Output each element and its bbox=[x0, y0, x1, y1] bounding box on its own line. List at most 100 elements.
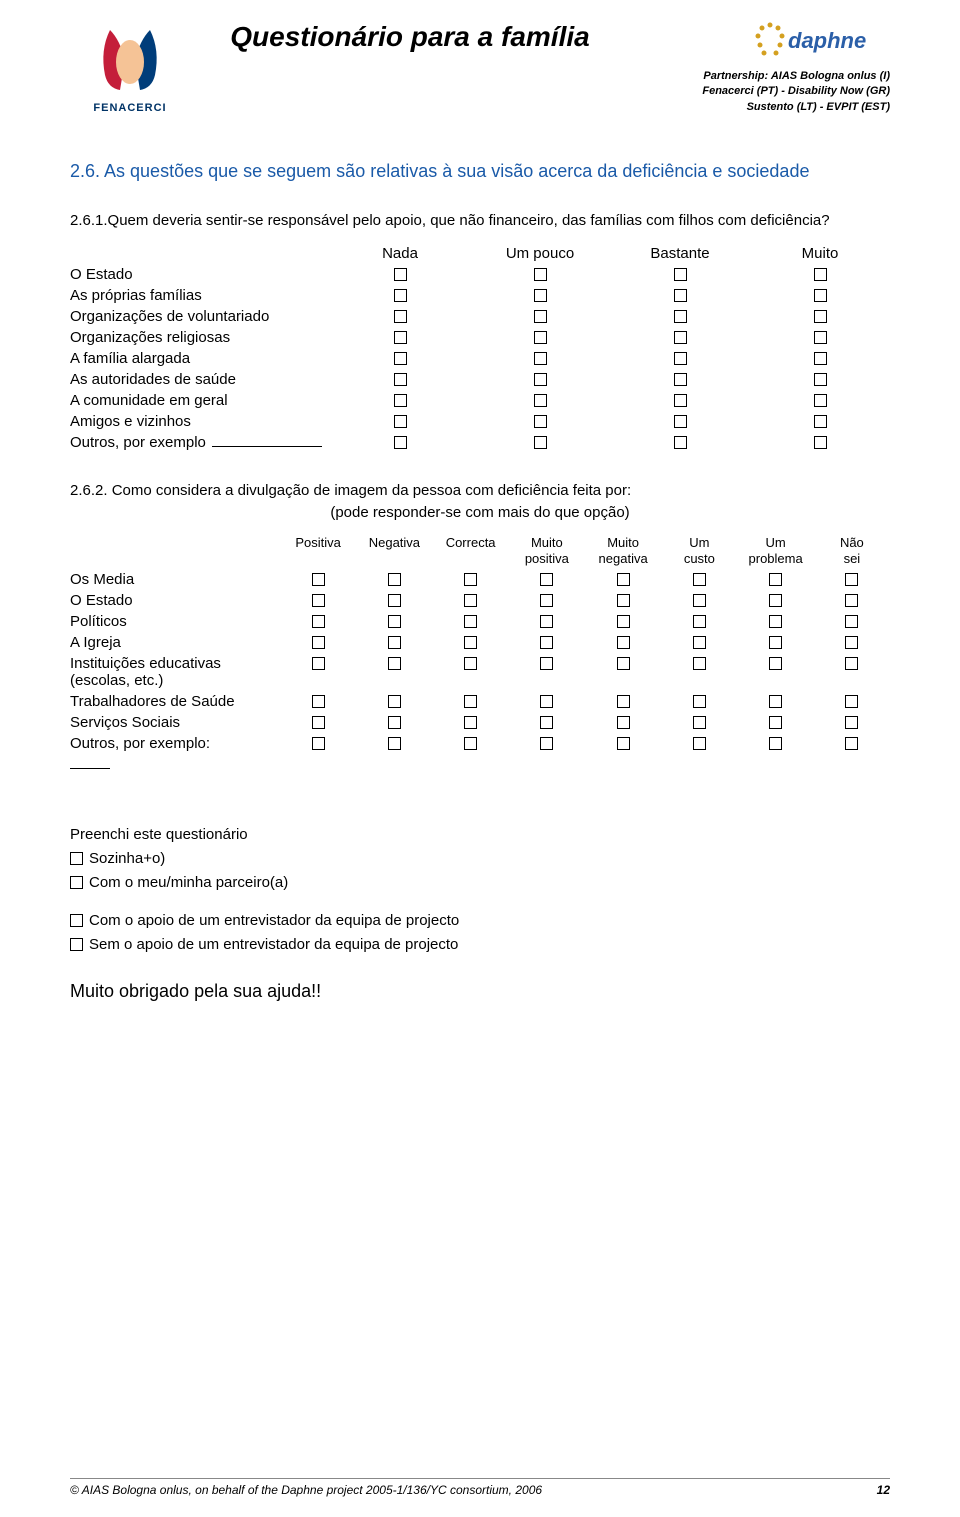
checkbox[interactable] bbox=[769, 615, 782, 628]
checkbox[interactable] bbox=[388, 716, 401, 729]
checkbox[interactable] bbox=[534, 373, 547, 386]
checkbox[interactable] bbox=[464, 636, 477, 649]
checkbox[interactable] bbox=[845, 594, 858, 607]
checkbox[interactable] bbox=[845, 737, 858, 750]
checkbox[interactable] bbox=[693, 594, 706, 607]
checkbox[interactable] bbox=[769, 636, 782, 649]
checkbox[interactable] bbox=[814, 331, 827, 344]
checkbox[interactable] bbox=[312, 594, 325, 607]
checkbox[interactable] bbox=[674, 310, 687, 323]
checkbox[interactable] bbox=[769, 657, 782, 670]
checkbox[interactable] bbox=[814, 415, 827, 428]
checkbox[interactable] bbox=[464, 737, 477, 750]
checkbox[interactable] bbox=[540, 594, 553, 607]
checkbox[interactable] bbox=[617, 716, 630, 729]
checkbox[interactable] bbox=[394, 289, 407, 302]
checkbox[interactable] bbox=[464, 716, 477, 729]
checkbox[interactable] bbox=[388, 737, 401, 750]
checkbox[interactable] bbox=[394, 352, 407, 365]
checkbox[interactable] bbox=[464, 594, 477, 607]
checkbox[interactable] bbox=[674, 331, 687, 344]
checkbox[interactable] bbox=[674, 268, 687, 281]
checkbox[interactable] bbox=[814, 394, 827, 407]
checkbox[interactable] bbox=[693, 657, 706, 670]
checkbox[interactable] bbox=[388, 657, 401, 670]
checkbox[interactable] bbox=[617, 615, 630, 628]
checkbox[interactable] bbox=[814, 436, 827, 449]
checkbox[interactable] bbox=[312, 657, 325, 670]
checkbox[interactable] bbox=[534, 436, 547, 449]
checkbox[interactable] bbox=[312, 573, 325, 586]
fill-line[interactable] bbox=[70, 768, 110, 769]
fill-line[interactable] bbox=[212, 446, 322, 447]
checkbox[interactable] bbox=[534, 352, 547, 365]
checkbox[interactable] bbox=[769, 573, 782, 586]
checkbox[interactable] bbox=[394, 394, 407, 407]
checkbox[interactable] bbox=[464, 695, 477, 708]
checkbox[interactable] bbox=[769, 716, 782, 729]
checkbox[interactable] bbox=[674, 394, 687, 407]
checkbox[interactable] bbox=[674, 436, 687, 449]
checkbox[interactable] bbox=[540, 657, 553, 670]
checkbox[interactable] bbox=[534, 394, 547, 407]
checkbox[interactable] bbox=[394, 310, 407, 323]
checkbox[interactable] bbox=[394, 331, 407, 344]
checkbox[interactable] bbox=[814, 373, 827, 386]
checkbox[interactable] bbox=[845, 615, 858, 628]
checkbox[interactable] bbox=[464, 573, 477, 586]
checkbox[interactable] bbox=[693, 716, 706, 729]
checkbox[interactable] bbox=[464, 615, 477, 628]
checkbox[interactable] bbox=[617, 636, 630, 649]
checkbox[interactable] bbox=[70, 938, 83, 951]
checkbox[interactable] bbox=[617, 657, 630, 670]
checkbox[interactable] bbox=[693, 737, 706, 750]
checkbox[interactable] bbox=[845, 636, 858, 649]
checkbox[interactable] bbox=[674, 415, 687, 428]
checkbox[interactable] bbox=[674, 373, 687, 386]
checkbox[interactable] bbox=[540, 573, 553, 586]
checkbox[interactable] bbox=[540, 636, 553, 649]
checkbox[interactable] bbox=[312, 615, 325, 628]
checkbox[interactable] bbox=[845, 657, 858, 670]
checkbox[interactable] bbox=[534, 310, 547, 323]
checkbox[interactable] bbox=[814, 310, 827, 323]
checkbox[interactable] bbox=[540, 615, 553, 628]
checkbox[interactable] bbox=[814, 352, 827, 365]
checkbox[interactable] bbox=[312, 737, 325, 750]
checkbox[interactable] bbox=[845, 716, 858, 729]
checkbox[interactable] bbox=[388, 636, 401, 649]
checkbox[interactable] bbox=[70, 876, 83, 889]
checkbox[interactable] bbox=[540, 716, 553, 729]
checkbox[interactable] bbox=[674, 289, 687, 302]
checkbox[interactable] bbox=[394, 436, 407, 449]
checkbox[interactable] bbox=[534, 331, 547, 344]
checkbox[interactable] bbox=[693, 636, 706, 649]
checkbox[interactable] bbox=[464, 657, 477, 670]
checkbox[interactable] bbox=[674, 352, 687, 365]
checkbox[interactable] bbox=[769, 695, 782, 708]
checkbox[interactable] bbox=[769, 737, 782, 750]
checkbox[interactable] bbox=[540, 695, 553, 708]
checkbox[interactable] bbox=[617, 594, 630, 607]
checkbox[interactable] bbox=[845, 573, 858, 586]
checkbox[interactable] bbox=[814, 268, 827, 281]
checkbox[interactable] bbox=[534, 415, 547, 428]
checkbox[interactable] bbox=[394, 268, 407, 281]
checkbox[interactable] bbox=[617, 737, 630, 750]
checkbox[interactable] bbox=[388, 594, 401, 607]
checkbox[interactable] bbox=[388, 615, 401, 628]
checkbox[interactable] bbox=[769, 594, 782, 607]
checkbox[interactable] bbox=[845, 695, 858, 708]
checkbox[interactable] bbox=[534, 268, 547, 281]
checkbox[interactable] bbox=[394, 373, 407, 386]
checkbox[interactable] bbox=[388, 573, 401, 586]
checkbox[interactable] bbox=[70, 914, 83, 927]
checkbox[interactable] bbox=[534, 289, 547, 302]
checkbox[interactable] bbox=[693, 615, 706, 628]
checkbox[interactable] bbox=[70, 852, 83, 865]
checkbox[interactable] bbox=[312, 695, 325, 708]
checkbox[interactable] bbox=[540, 737, 553, 750]
checkbox[interactable] bbox=[312, 716, 325, 729]
checkbox[interactable] bbox=[388, 695, 401, 708]
checkbox[interactable] bbox=[394, 415, 407, 428]
